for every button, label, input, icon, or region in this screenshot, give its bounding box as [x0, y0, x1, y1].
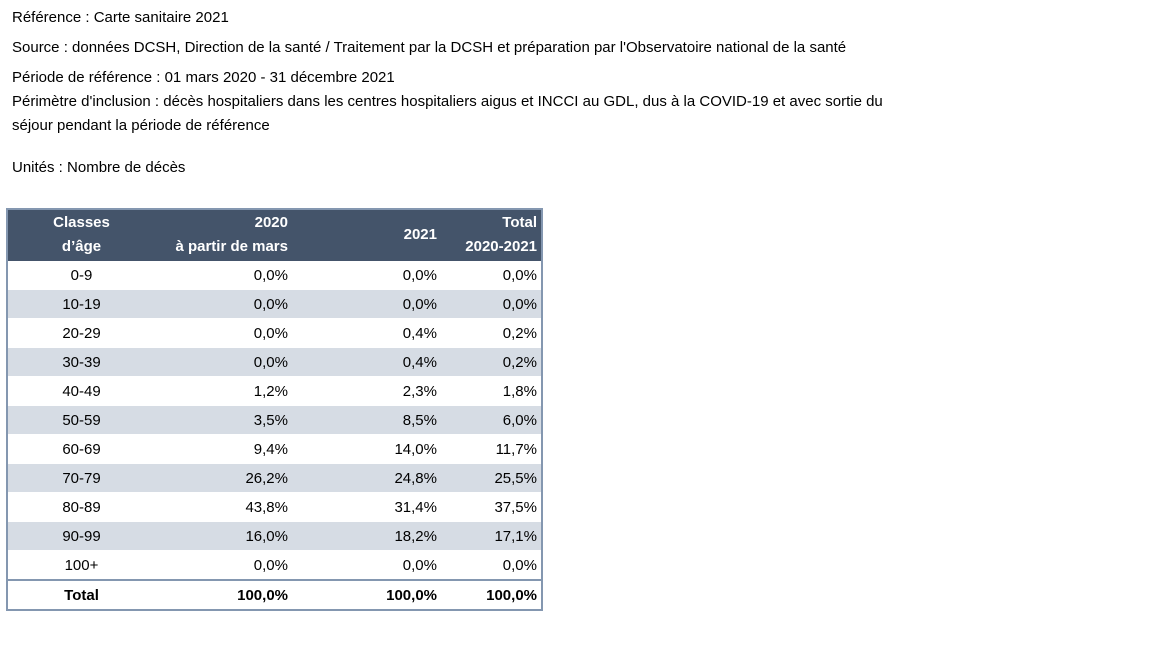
perimeter-text-line1: Périmètre d'inclusion : décès hospitalie… — [12, 93, 883, 110]
cell-2020: 0,0% — [155, 259, 294, 290]
header-age-line2: d’âge — [61, 237, 102, 255]
cell-total: 0,2% — [443, 318, 541, 348]
source-text: Source : données DCSH, Direction de la s… — [12, 39, 847, 56]
total-2020: 100,0% — [155, 579, 294, 609]
cell-age: 80-89 — [8, 492, 155, 522]
cell-total: 6,0% — [443, 405, 541, 435]
cell-total: 17,1% — [443, 521, 541, 551]
cell-2021: 14,0% — [294, 434, 443, 464]
header-age-line1: Classes — [53, 213, 110, 231]
cell-2021: 8,5% — [294, 405, 443, 435]
reference-text: Référence : Carte sanitaire 2021 — [12, 9, 229, 26]
header-total-line1: Total — [502, 213, 537, 231]
deaths-by-age-table: Classes d’âge 2020 à partir de mars 2021… — [6, 208, 543, 611]
cell-age: 30-39 — [8, 347, 155, 377]
cell-2021: 0,4% — [294, 318, 443, 348]
table-row: 30-39 0,0% 0,4% 0,2% — [8, 347, 541, 377]
cell-2021: 18,2% — [294, 521, 443, 551]
cell-total: 0,2% — [443, 347, 541, 377]
table-row: 20-29 0,0% 0,4% 0,2% — [8, 318, 541, 348]
cell-age: 40-49 — [8, 376, 155, 406]
cell-age: 20-29 — [8, 318, 155, 348]
table-row: 0-9 0,0% 0,0% 0,0% — [8, 259, 541, 290]
cell-2021: 31,4% — [294, 492, 443, 522]
cell-total: 0,0% — [443, 289, 541, 319]
cell-2020: 0,0% — [155, 550, 294, 580]
header-2020-line1: 2020 — [254, 213, 288, 231]
table-row: 90-99 16,0% 18,2% 17,1% — [8, 521, 541, 551]
cell-age: 0-9 — [8, 259, 155, 290]
cell-2021: 2,3% — [294, 376, 443, 406]
cell-2021: 0,0% — [294, 289, 443, 319]
cell-total: 37,5% — [443, 492, 541, 522]
header-total: Total 2020-2021 — [443, 210, 541, 260]
cell-age: 60-69 — [8, 434, 155, 464]
cell-2020: 1,2% — [155, 376, 294, 406]
perimeter-text-line2: séjour pendant la période de référence — [12, 117, 270, 134]
cell-2020: 43,8% — [155, 492, 294, 522]
cell-total: 0,0% — [443, 259, 541, 290]
cell-2021: 0,0% — [294, 550, 443, 580]
cell-2020: 9,4% — [155, 434, 294, 464]
cell-total: 1,8% — [443, 376, 541, 406]
cell-total: 0,0% — [443, 550, 541, 580]
cell-age: 100+ — [8, 550, 155, 580]
header-total-line2: 2020-2021 — [465, 237, 537, 255]
table-total-row: Total 100,0% 100,0% 100,0% — [8, 579, 541, 609]
table-row: 100+ 0,0% 0,0% 0,0% — [8, 550, 541, 580]
cell-total: 25,5% — [443, 463, 541, 493]
table-row: 50-59 3,5% 8,5% 6,0% — [8, 405, 541, 435]
period-text: Période de référence : 01 mars 2020 - 31… — [12, 69, 395, 86]
table-header-row: Classes d’âge 2020 à partir de mars 2021… — [8, 210, 541, 260]
total-label: Total — [8, 579, 155, 609]
header-2020-line2: à partir de mars — [175, 237, 288, 255]
header-2020: 2020 à partir de mars — [155, 210, 294, 260]
units-text: Unités : Nombre de décès — [12, 159, 186, 176]
header-2021: 2021 — [403, 225, 437, 243]
cell-2020: 0,0% — [155, 318, 294, 348]
header-age-class: Classes d’âge — [8, 210, 155, 260]
cell-age: 50-59 — [8, 405, 155, 435]
total-total: 100,0% — [443, 579, 541, 609]
total-2021: 100,0% — [294, 579, 443, 609]
cell-total: 11,7% — [443, 434, 541, 464]
cell-2021: 24,8% — [294, 463, 443, 493]
table-row: 60-69 9,4% 14,0% 11,7% — [8, 434, 541, 464]
cell-age: 90-99 — [8, 521, 155, 551]
cell-2020: 0,0% — [155, 289, 294, 319]
cell-2020: 16,0% — [155, 521, 294, 551]
cell-age: 70-79 — [8, 463, 155, 493]
table-row: 70-79 26,2% 24,8% 25,5% — [8, 463, 541, 493]
cell-2021: 0,0% — [294, 259, 443, 290]
table-row: 10-19 0,0% 0,0% 0,0% — [8, 289, 541, 319]
table-row: 40-49 1,2% 2,3% 1,8% — [8, 376, 541, 406]
cell-2020: 26,2% — [155, 463, 294, 493]
cell-2020: 3,5% — [155, 405, 294, 435]
cell-2021: 0,4% — [294, 347, 443, 377]
table-row: 80-89 43,8% 31,4% 37,5% — [8, 492, 541, 522]
cell-age: 10-19 — [8, 289, 155, 319]
table-body: 0-9 0,0% 0,0% 0,0% 10-19 0,0% 0,0% 0,0% 20-29 0,0… — [8, 259, 541, 609]
cell-2020: 0,0% — [155, 347, 294, 377]
